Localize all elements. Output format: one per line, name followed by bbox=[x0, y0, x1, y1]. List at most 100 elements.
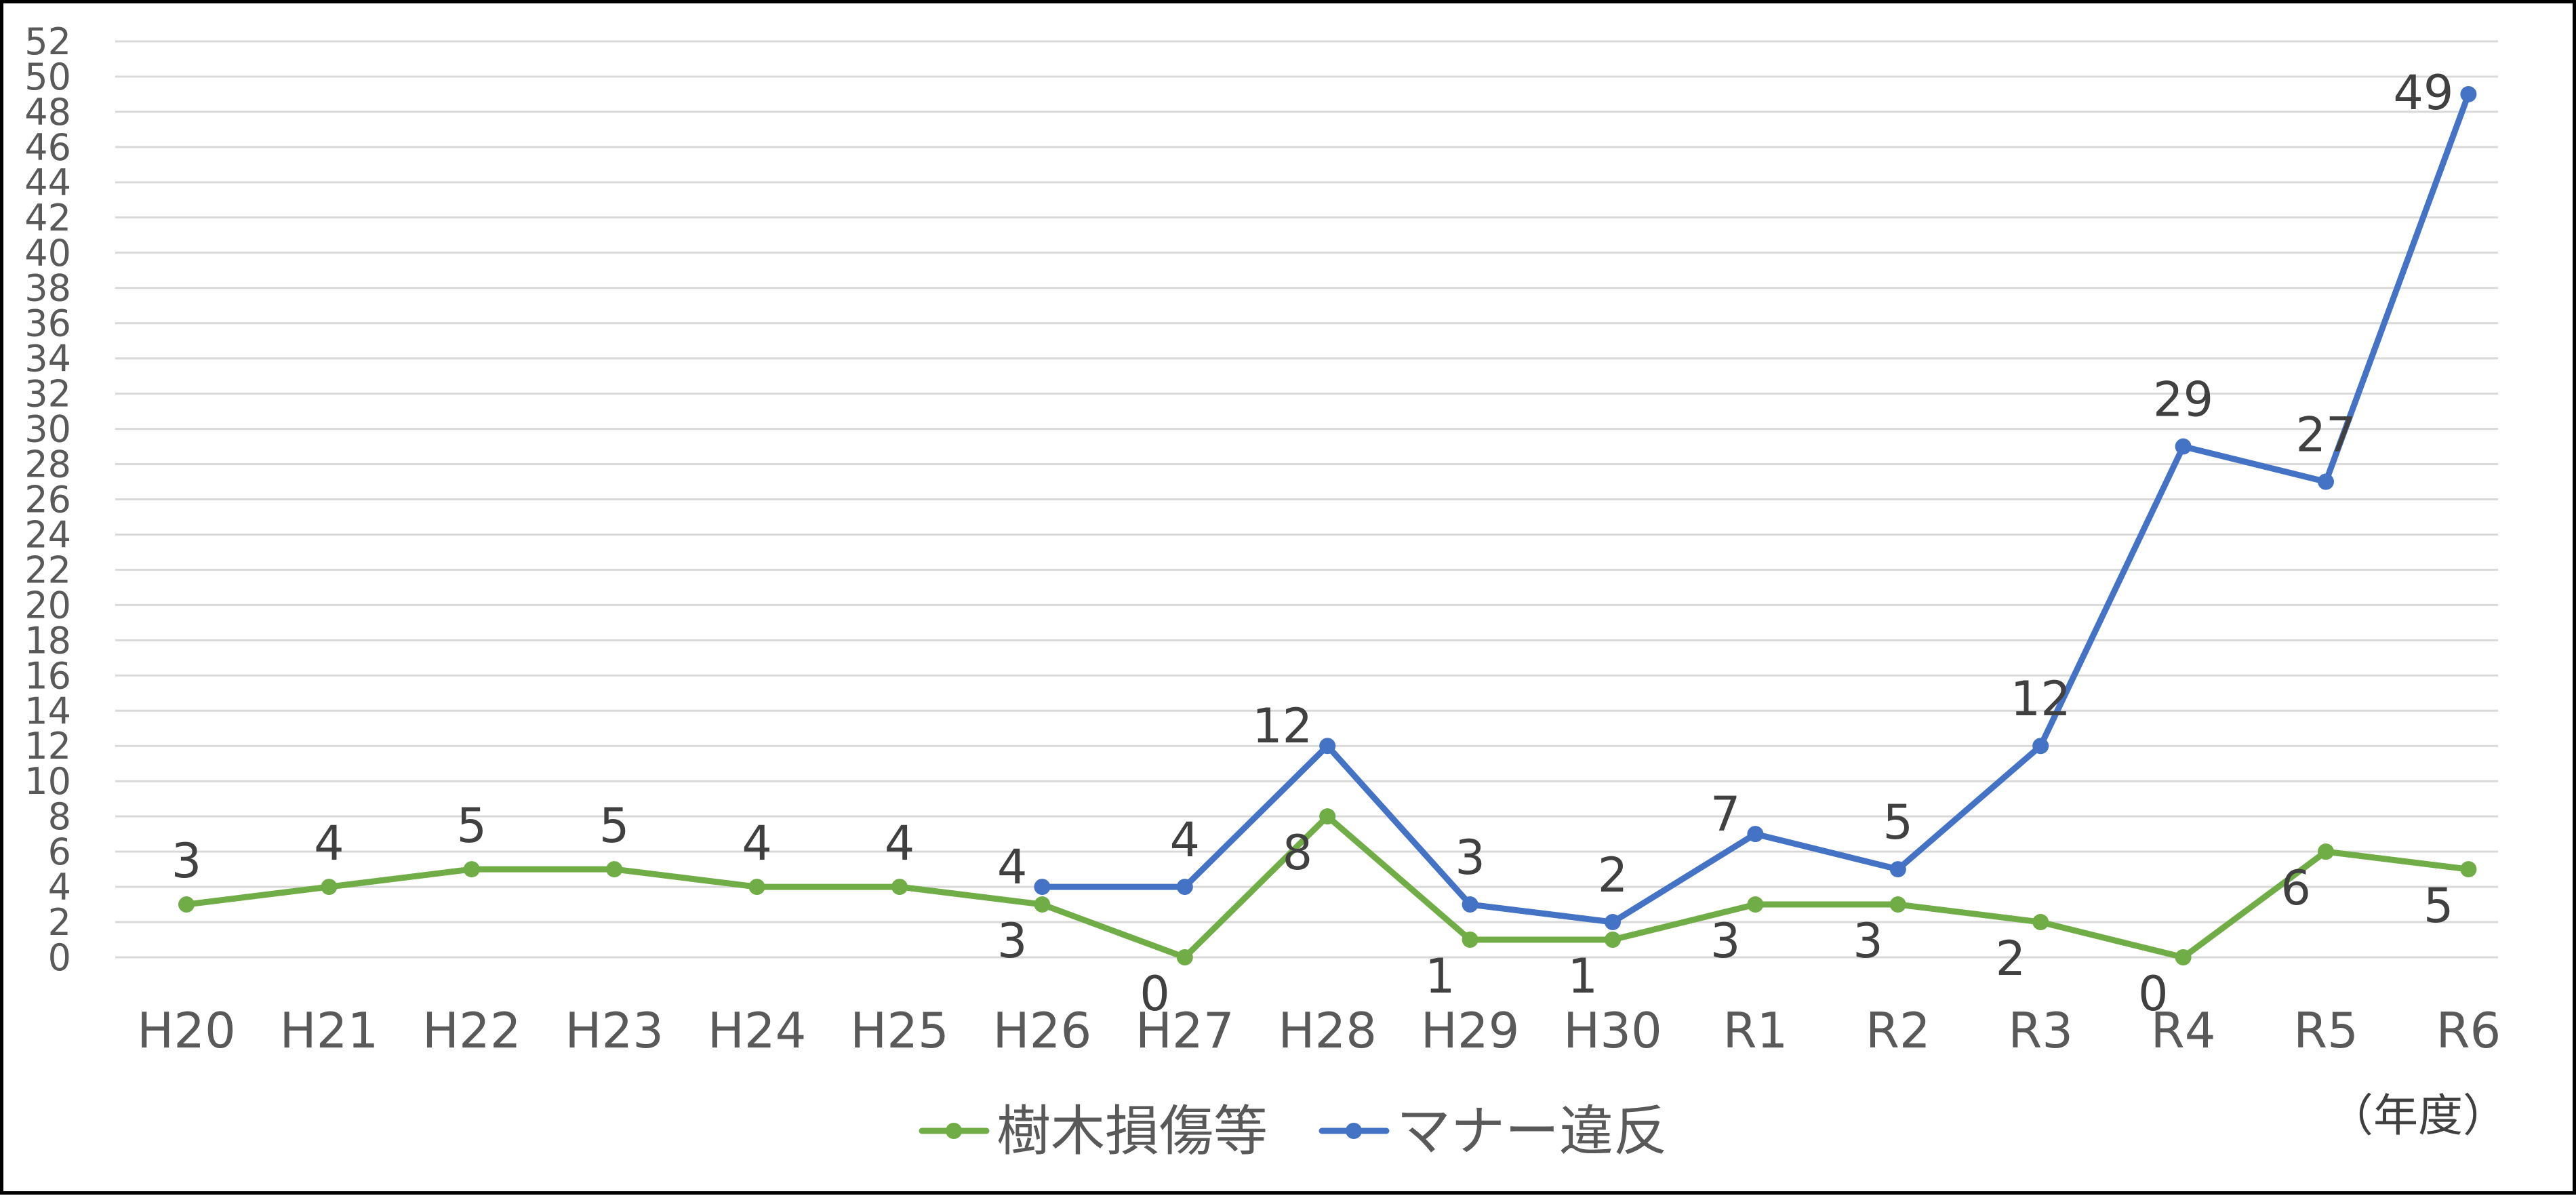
y-tick-label: 18 bbox=[24, 619, 71, 662]
series-1-data-label: 0 bbox=[2138, 966, 2169, 1022]
y-axis-tick-labels: 0246810121416182022242628303234363840424… bbox=[24, 20, 71, 979]
y-tick-label: 14 bbox=[24, 690, 71, 732]
series-2-point bbox=[2175, 438, 2192, 455]
series-2-point bbox=[1176, 879, 1193, 896]
series-1-point bbox=[1034, 896, 1051, 913]
series-2-data-label: 12 bbox=[2011, 671, 2071, 727]
x-tick-label: H28 bbox=[1278, 1002, 1377, 1059]
series-1-data-label: 4 bbox=[314, 816, 344, 871]
series-1-point bbox=[321, 879, 338, 896]
x-axis-unit-label: （年度） bbox=[2329, 1090, 2508, 1142]
y-tick-label: 32 bbox=[24, 373, 71, 416]
legend-label: 樹木損傷等 bbox=[997, 1100, 1268, 1163]
series-2-point bbox=[1605, 914, 1621, 931]
y-tick-label: 20 bbox=[24, 584, 71, 626]
series-1-point bbox=[1319, 808, 1336, 825]
series-1-point bbox=[606, 861, 623, 878]
series-2-data-label: 4 bbox=[1170, 812, 1201, 868]
y-tick-label: 8 bbox=[48, 795, 71, 838]
y-tick-label: 4 bbox=[48, 866, 71, 909]
series-2-point bbox=[1034, 879, 1051, 896]
series-1-point bbox=[1462, 932, 1478, 949]
x-tick-label: R2 bbox=[1866, 1002, 1931, 1059]
x-tick-label: H20 bbox=[137, 1002, 236, 1059]
series-2-point bbox=[1889, 861, 1906, 878]
series-1-data-label: 3 bbox=[1853, 913, 1883, 969]
y-tick-label: 36 bbox=[24, 302, 71, 345]
series-1-point bbox=[1889, 896, 1906, 913]
series-2-data-label: 29 bbox=[2153, 372, 2213, 428]
y-tick-label: 6 bbox=[48, 831, 71, 873]
series-1-data-label: 5 bbox=[599, 798, 630, 854]
series-1-data-label: 2 bbox=[1996, 931, 2026, 986]
series-2-data-label: 4 bbox=[997, 839, 1028, 895]
series-1-data-label: 6 bbox=[2280, 860, 2311, 916]
y-tick-label: 12 bbox=[24, 725, 71, 767]
y-tick-label: 40 bbox=[24, 232, 71, 275]
x-tick-label: H21 bbox=[280, 1002, 379, 1059]
y-tick-label: 38 bbox=[24, 267, 71, 310]
series-1-data-label: 4 bbox=[885, 816, 915, 871]
gridlines bbox=[115, 40, 2498, 959]
series-1-data-label: 8 bbox=[1283, 825, 1313, 881]
legend-swatch-marker bbox=[946, 1123, 962, 1139]
x-tick-label: R3 bbox=[2008, 1002, 2073, 1059]
y-tick-label: 42 bbox=[24, 197, 71, 239]
series-1-data-label: 1 bbox=[1425, 949, 1455, 1004]
x-tick-label: H27 bbox=[1135, 1002, 1234, 1059]
series-2-point bbox=[1747, 826, 1764, 843]
series-lines bbox=[178, 85, 2477, 965]
y-tick-label: 16 bbox=[24, 654, 71, 697]
series-1-point bbox=[2460, 861, 2477, 878]
y-tick-label: 50 bbox=[24, 56, 71, 98]
x-tick-label: H25 bbox=[850, 1002, 949, 1059]
y-tick-label: 46 bbox=[24, 126, 71, 169]
series-1-point bbox=[2175, 949, 2192, 965]
y-tick-label: 48 bbox=[24, 91, 71, 134]
line-chart: 0246810121416182022242628303234363840424… bbox=[24, 20, 2508, 1163]
series-1-data-label: 3 bbox=[997, 913, 1028, 969]
y-tick-label: 52 bbox=[24, 20, 71, 63]
series-1-data-label: 5 bbox=[2423, 878, 2454, 934]
y-tick-label: 0 bbox=[48, 936, 71, 979]
x-tick-label: R4 bbox=[2151, 1002, 2216, 1059]
x-tick-label: H30 bbox=[1563, 1002, 1662, 1059]
series-2-data-label: 3 bbox=[1455, 830, 1485, 885]
series-1-data-label: 1 bbox=[1567, 949, 1598, 1004]
series-2-point bbox=[1319, 738, 1336, 755]
series-2-data-label: 5 bbox=[1883, 795, 1914, 850]
series-1-point bbox=[891, 879, 908, 896]
series-1-data-label: 3 bbox=[1710, 913, 1741, 969]
legend-label: マナー違反 bbox=[1396, 1100, 1668, 1163]
y-tick-label: 10 bbox=[24, 760, 71, 803]
y-tick-label: 22 bbox=[24, 548, 71, 591]
series-2-point bbox=[2032, 738, 2049, 755]
series-2-data-label: 2 bbox=[1598, 847, 1628, 903]
y-tick-label: 30 bbox=[24, 408, 71, 451]
series-2-data-label: 49 bbox=[2393, 65, 2453, 121]
series-1-data-label: 5 bbox=[457, 798, 487, 854]
x-tick-label: R1 bbox=[1723, 1002, 1788, 1059]
legend: 樹木損傷等 マナー違反 bbox=[919, 1100, 1668, 1163]
series-2-data-label: 12 bbox=[1252, 698, 1312, 754]
series-1-point bbox=[2318, 843, 2334, 860]
y-tick-label: 44 bbox=[24, 161, 71, 204]
series-1-data-label: 3 bbox=[172, 833, 202, 889]
y-tick-label: 28 bbox=[24, 443, 71, 486]
x-tick-label: H23 bbox=[565, 1002, 664, 1059]
series-1-point bbox=[178, 896, 195, 913]
series-2-point bbox=[1462, 896, 1478, 913]
x-tick-label: R6 bbox=[2436, 1002, 2501, 1059]
x-axis-tick-labels: H20 H21 H22 H23 H24 H25 H26 H27 H28 H29 H30 R1 R2 R3 R… bbox=[137, 1002, 2501, 1059]
series-1-point bbox=[748, 879, 765, 896]
series-1-point bbox=[1176, 949, 1193, 965]
legend-swatch-marker bbox=[1346, 1123, 1362, 1139]
y-tick-label: 24 bbox=[24, 513, 71, 556]
x-tick-label: R5 bbox=[2293, 1002, 2358, 1059]
x-tick-label: H29 bbox=[1421, 1002, 1520, 1059]
series-1-data-label: 0 bbox=[1140, 966, 1170, 1022]
series-1-point bbox=[2032, 914, 2049, 931]
series-1-point bbox=[1605, 932, 1621, 949]
series-2-point bbox=[2318, 473, 2334, 490]
